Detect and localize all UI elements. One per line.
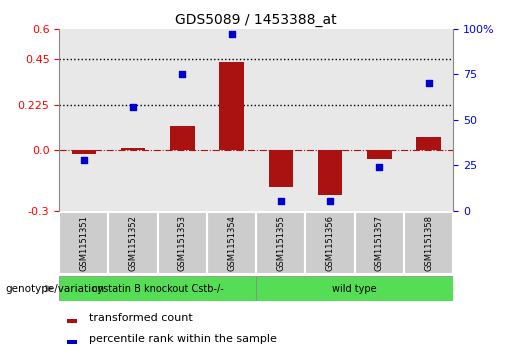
Bar: [256, 212, 305, 274]
Text: genotype/variation: genotype/variation: [5, 284, 104, 294]
Bar: [416, 137, 441, 150]
Point: [424, 81, 433, 86]
Text: GSM1151353: GSM1151353: [178, 216, 187, 272]
Point: [375, 164, 384, 170]
Text: GSM1151351: GSM1151351: [79, 216, 89, 271]
Bar: [355, 212, 404, 274]
Text: GSM1151354: GSM1151354: [227, 216, 236, 271]
Text: GSM1151356: GSM1151356: [325, 216, 335, 272]
Bar: [404, 212, 453, 274]
Text: transformed count: transformed count: [89, 313, 193, 323]
Text: GSM1151357: GSM1151357: [375, 216, 384, 272]
Text: cystatin B knockout Cstb-/-: cystatin B knockout Cstb-/-: [92, 284, 224, 294]
Text: GSM1151355: GSM1151355: [277, 216, 285, 271]
Bar: [59, 276, 256, 301]
Point: [80, 157, 88, 163]
Bar: [268, 150, 293, 187]
Bar: [318, 150, 342, 195]
Point: [277, 199, 285, 204]
Bar: [121, 148, 145, 150]
Text: wild type: wild type: [332, 284, 377, 294]
Bar: [305, 212, 355, 274]
Bar: [207, 212, 256, 274]
Point: [326, 199, 334, 204]
Bar: [72, 150, 96, 154]
Point: [178, 72, 186, 77]
Bar: [170, 126, 195, 150]
Bar: [59, 212, 109, 274]
Bar: [109, 212, 158, 274]
Bar: [219, 62, 244, 150]
Bar: [158, 212, 207, 274]
Text: percentile rank within the sample: percentile rank within the sample: [89, 334, 277, 344]
Text: GSM1151358: GSM1151358: [424, 216, 433, 272]
Point: [129, 104, 137, 110]
Title: GDS5089 / 1453388_at: GDS5089 / 1453388_at: [176, 13, 337, 26]
Bar: [67, 319, 77, 323]
Bar: [256, 276, 453, 301]
Point: [228, 32, 236, 37]
Bar: [367, 150, 391, 159]
Text: GSM1151352: GSM1151352: [129, 216, 138, 271]
Bar: [67, 340, 77, 344]
